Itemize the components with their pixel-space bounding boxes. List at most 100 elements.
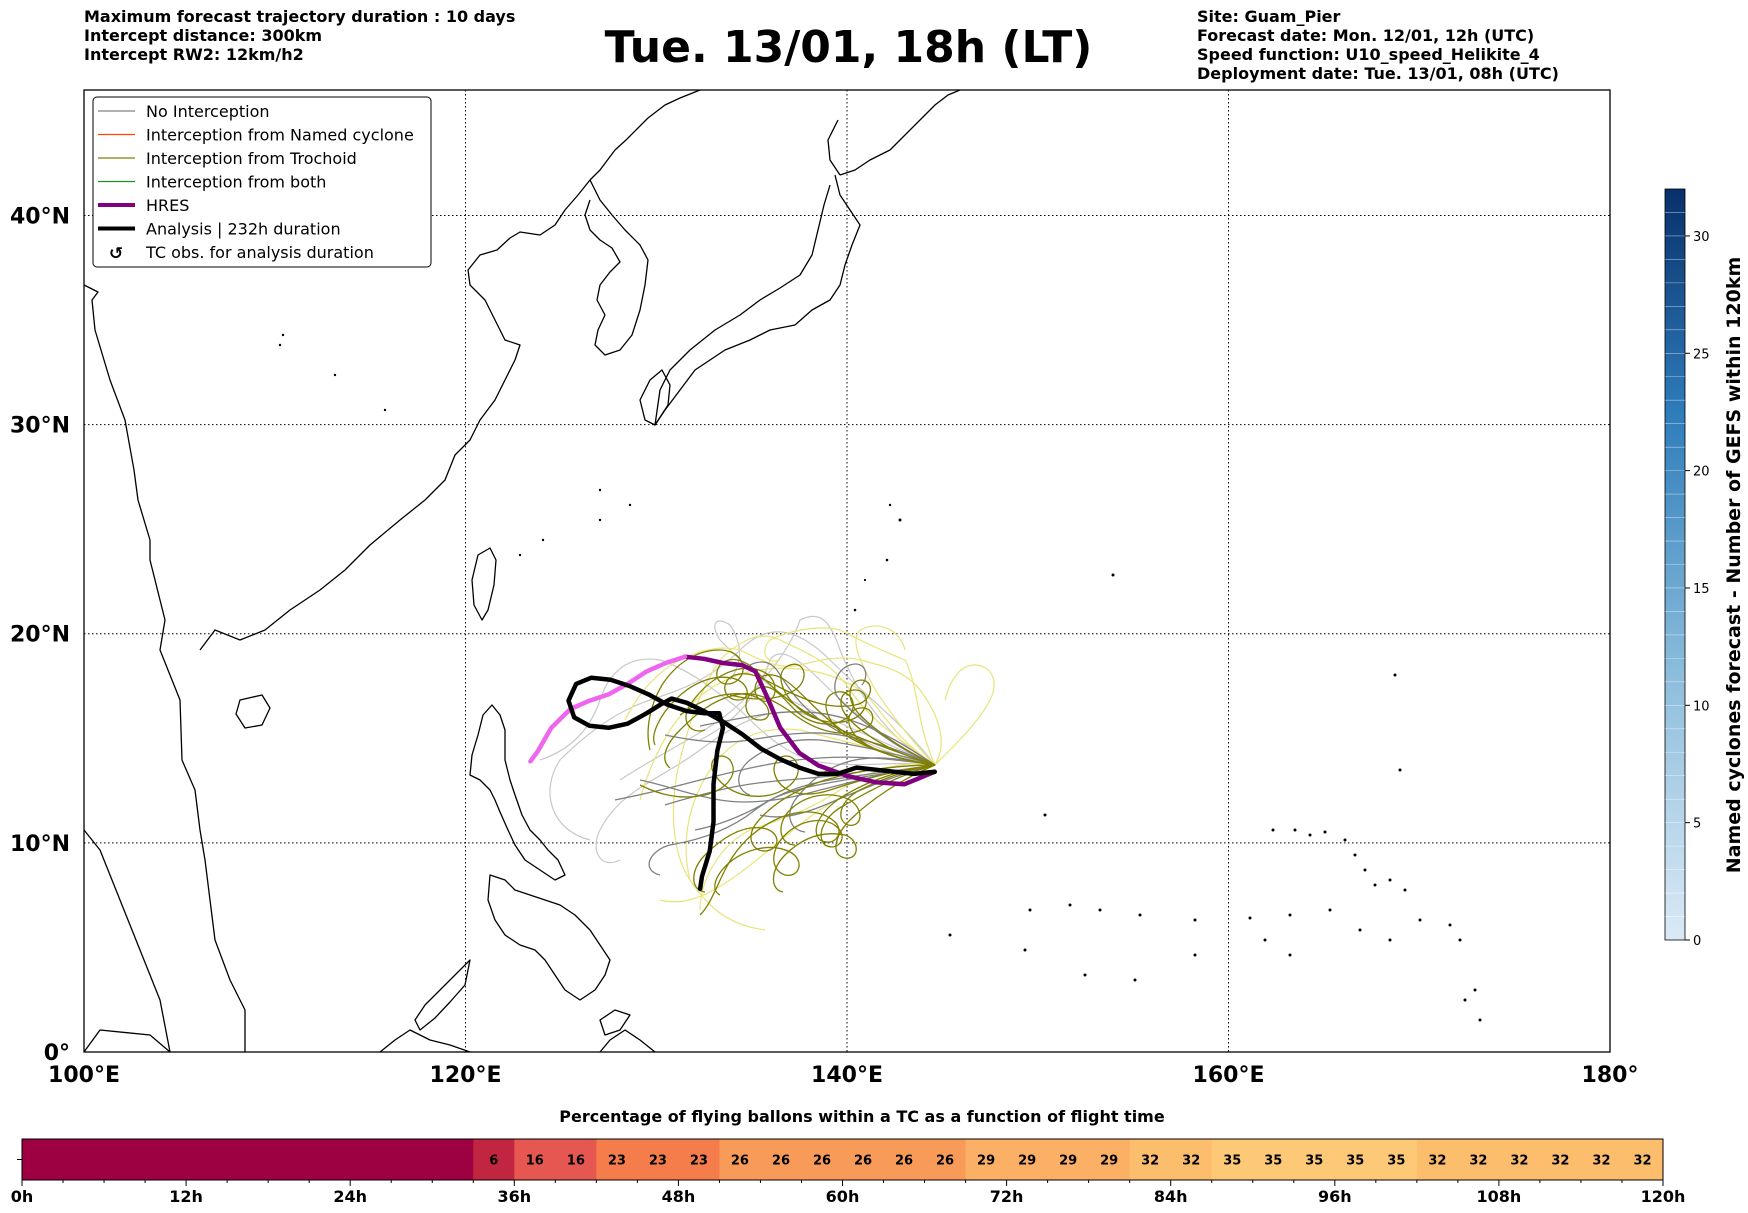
x-tick-label: 140°E	[811, 1063, 883, 1088]
no-interception-track	[648, 764, 936, 876]
timeline-tick-label: 24h	[333, 1187, 367, 1206]
timeline-bar	[1252, 1139, 1295, 1180]
legend-label: Interception from Trochoid	[146, 149, 357, 168]
header-right-line: Site: Guam_Pier	[1197, 7, 1341, 26]
timeline-bar	[801, 1139, 843, 1180]
no-interception-track	[834, 663, 936, 766]
timeline-bar-label: 6	[489, 1154, 498, 1169]
timeline-bar-label: 23	[690, 1154, 708, 1169]
legend-box	[92, 96, 432, 268]
trochoid-track	[699, 764, 936, 916]
philippines-palawan-coast	[414, 959, 471, 1031]
colorbar-tick-label: 10	[1693, 699, 1710, 714]
timeline-bar	[1170, 1139, 1213, 1180]
japan-hokkaido-coast	[827, 90, 961, 176]
gray-track	[714, 620, 936, 766]
colorbar-tick-label: 25	[1693, 347, 1710, 362]
timeline-bar-label: 32	[1551, 1154, 1569, 1169]
header-right-line: Forecast date: Mon. 12/01, 12h (UTC)	[1197, 26, 1535, 45]
colorbar-tick-label: 30	[1693, 230, 1710, 245]
legend-label: No Interception	[146, 102, 270, 121]
timeline-bar	[1293, 1139, 1336, 1180]
timeline-tick-label: 84h	[1154, 1187, 1188, 1206]
timeline-bar	[760, 1139, 802, 1180]
colorbar-tick-label: 20	[1693, 465, 1710, 480]
timeline-bar	[1211, 1139, 1254, 1180]
hres-track	[682, 654, 937, 787]
timeline-bar-label: 26	[813, 1154, 831, 1169]
legend: No Interception Interception from Named c…	[92, 96, 432, 268]
map-axis-ticks: 100°E 120°E 140°E 160°E 180° 0° 10°N 20°N 30°N 40…	[10, 204, 1639, 1088]
timeline-bar-label: 23	[608, 1154, 626, 1169]
timeline-tick-label: 48h	[662, 1187, 696, 1206]
sulawesi-coast	[599, 1009, 631, 1036]
gray-track	[595, 711, 936, 864]
trochoid-track	[664, 693, 936, 769]
timeline-tick-label: 108h	[1477, 1187, 1522, 1206]
coastlines	[84, 90, 961, 1052]
header-left-line: Intercept distance: 300km	[84, 26, 323, 45]
trochoid-track	[729, 663, 936, 766]
timeline-bar	[1580, 1139, 1623, 1180]
timeline-bar-label: 29	[1059, 1154, 1077, 1169]
trochoid-track	[685, 667, 936, 766]
philippines-visayas-coast	[487, 874, 611, 1001]
taiwan-coast	[471, 547, 497, 621]
timeline-panel: Percentage of flying ballons within a TC…	[11, 1107, 1686, 1206]
timeline-bar	[924, 1139, 967, 1180]
timeline-bar	[1498, 1139, 1541, 1180]
timeline-bar-label: 32	[1510, 1154, 1528, 1169]
trochoid-track	[639, 755, 936, 798]
gray-track	[619, 615, 936, 781]
yellow-track	[855, 625, 936, 766]
timeline-tick-label: 60h	[826, 1187, 860, 1206]
timeline-bar-label: 23	[649, 1154, 667, 1169]
timeline-bar-label: 29	[1018, 1154, 1036, 1169]
header-right-line: Speed function: U10_speed_Helikite_4	[1197, 45, 1540, 64]
timeline-bar-label: 32	[1141, 1154, 1159, 1169]
timeline-bar	[1129, 1139, 1172, 1180]
y-tick-label: 20°N	[10, 623, 70, 648]
japan-kyushu-coast	[639, 369, 671, 426]
timeline-bar-label: 29	[1100, 1154, 1118, 1169]
timeline-bar-label: 26	[772, 1154, 790, 1169]
timeline-bar-label: 35	[1387, 1154, 1405, 1169]
timeline-bar-label: 32	[1428, 1154, 1446, 1169]
trochoid-track	[772, 764, 936, 893]
x-tick-label: 160°E	[1193, 1063, 1265, 1088]
timeline-tick-label: 96h	[1318, 1187, 1352, 1206]
colorbar: 0 5 10 15 20 25 30 Named cyclones forecast - N…	[1664, 188, 1745, 949]
timeline-tick-label: 36h	[497, 1187, 531, 1206]
timeline-bar-label: 32	[1182, 1154, 1200, 1169]
legend-label: Interception from Named cyclone	[146, 126, 414, 145]
timeline-bar-label: 35	[1223, 1154, 1241, 1169]
korea-coast	[584, 179, 649, 356]
philippines-luzon-coast	[469, 704, 566, 881]
timeline-bar	[1088, 1139, 1131, 1180]
timeline-bar	[555, 1139, 597, 1180]
new-guinea-coast	[599, 1029, 656, 1052]
timeline-bar	[514, 1139, 556, 1180]
timeline-bar-label: 26	[854, 1154, 872, 1169]
header-right-info: Site: Guam_Pier Forecast date: Mon. 12/0…	[1197, 7, 1559, 83]
timeline-title: Percentage of flying ballons within a TC…	[559, 1107, 1165, 1126]
tc-obs-marker-icon: ↺	[109, 244, 123, 264]
timeline-tick-label: 12h	[169, 1187, 203, 1206]
yellow-track	[934, 664, 995, 766]
timeline-bar	[719, 1139, 761, 1180]
timeline-bar	[678, 1139, 720, 1180]
timeline-bar	[1457, 1139, 1500, 1180]
colorbar-tick-label: 5	[1693, 817, 1701, 832]
timeline-bar-label: 32	[1633, 1154, 1651, 1169]
analysis-track	[566, 675, 937, 892]
trochoid-track	[647, 649, 936, 766]
timeline-bar	[883, 1139, 926, 1180]
legend-label: Interception from both	[146, 173, 326, 192]
colorbar-tick-label: 0	[1693, 934, 1701, 949]
header-left-info: Maximum forecast trajectory duration : 1…	[84, 7, 515, 64]
map-panel: 100°E 120°E 140°E 160°E 180° 0° 10°N 20°N 30°N 40…	[10, 89, 1639, 1088]
timeline-bar-label: 32	[1592, 1154, 1610, 1169]
timeline-bar	[1539, 1139, 1582, 1180]
timeline-bar-label: 26	[936, 1154, 954, 1169]
timeline-bar	[1047, 1139, 1090, 1180]
